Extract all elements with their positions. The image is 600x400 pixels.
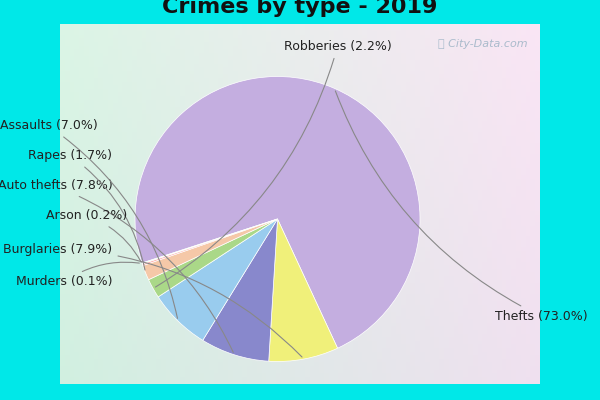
- Wedge shape: [269, 219, 338, 362]
- Wedge shape: [149, 219, 277, 297]
- Text: Rapes (1.7%): Rapes (1.7%): [29, 150, 145, 270]
- Text: Thefts (73.0%): Thefts (73.0%): [335, 91, 587, 323]
- Wedge shape: [143, 219, 277, 280]
- Text: Assaults (7.0%): Assaults (7.0%): [0, 120, 178, 318]
- Wedge shape: [135, 76, 420, 348]
- Text: Burglaries (7.9%): Burglaries (7.9%): [4, 242, 302, 357]
- Title: Crimes by type - 2019: Crimes by type - 2019: [163, 0, 437, 17]
- Wedge shape: [142, 219, 277, 266]
- Text: ⓘ City-Data.com: ⓘ City-Data.com: [439, 39, 528, 49]
- Text: Murders (0.1%): Murders (0.1%): [16, 262, 139, 288]
- Text: Auto thefts (7.8%): Auto thefts (7.8%): [0, 180, 233, 352]
- Wedge shape: [142, 219, 277, 264]
- Text: Robberies (2.2%): Robberies (2.2%): [155, 40, 391, 287]
- Wedge shape: [203, 219, 277, 361]
- Wedge shape: [158, 219, 277, 340]
- Text: Arson (0.2%): Arson (0.2%): [46, 210, 141, 262]
